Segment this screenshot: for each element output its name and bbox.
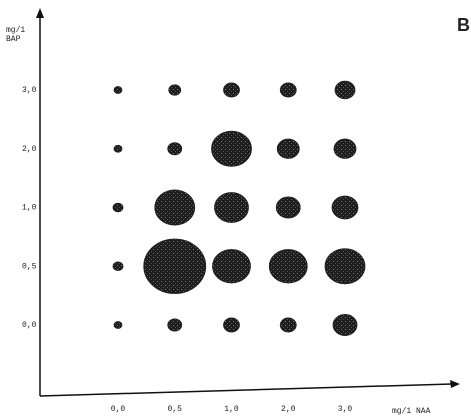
x-tick-label: 3,0 (338, 405, 353, 414)
x-tick-label: 1,0 (224, 405, 239, 414)
callus-blob (224, 83, 240, 97)
y-axis-label: BAP (6, 35, 21, 44)
callus-blob (168, 319, 182, 331)
x-arrow (450, 380, 460, 388)
x-axis (40, 384, 452, 396)
callus-blob (114, 86, 122, 93)
y-tick-label: 0,0 (22, 321, 37, 330)
callus-blob (280, 318, 296, 332)
callus-blob (332, 196, 358, 219)
y-tick-label: 3,0 (22, 86, 37, 95)
callus-blob (144, 239, 206, 294)
callus-blob (277, 139, 299, 158)
callus-blob (224, 318, 240, 332)
callus-blob (280, 83, 296, 97)
callus-blob (169, 85, 181, 96)
callus-blob (155, 190, 195, 225)
x-tick-label: 0,5 (168, 405, 183, 414)
y-tick-label: 1,0 (22, 204, 37, 213)
callus-blob (114, 321, 122, 328)
callus-blob (114, 145, 122, 152)
panel-label: B (457, 15, 470, 35)
callus-blob (168, 143, 182, 155)
x-tick-label: 2,0 (281, 405, 296, 414)
callus-blob (325, 249, 365, 284)
callus-blob (213, 250, 251, 283)
callus-blob (334, 139, 356, 158)
callus-blob (212, 131, 252, 166)
y-arrow (36, 8, 44, 18)
callus-blob (113, 203, 123, 212)
callus-blob (113, 262, 123, 271)
callus-blob (269, 250, 307, 283)
y-tick-label: 2,0 (22, 145, 37, 154)
x-axis-label: mg/1 NAA (392, 407, 431, 416)
callus-blob (335, 81, 355, 99)
callus-blob (333, 314, 357, 335)
chart: B mg/1 BAP mg/1 NAA 0,0 0,5 1,0 2,0 3,0 0,0 0,… (0, 0, 471, 419)
y-tick-label: 0,5 (22, 262, 37, 271)
y-axis-label: mg/1 (6, 26, 25, 35)
x-tick-label: 0,0 (111, 405, 126, 414)
callus-blob (215, 193, 249, 223)
callus-blob (276, 197, 300, 218)
